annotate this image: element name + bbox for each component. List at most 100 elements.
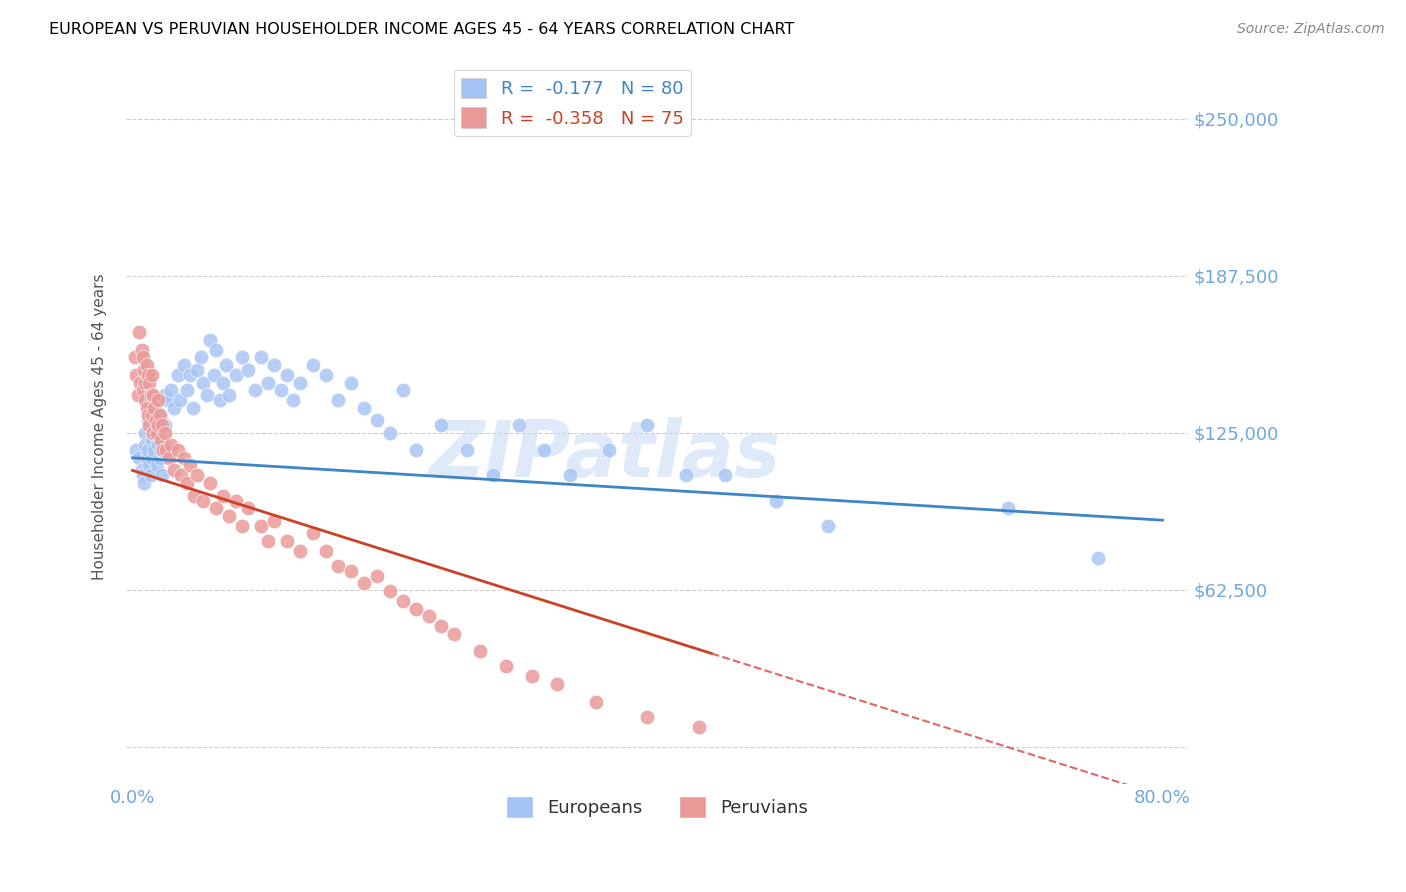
Point [353,401,375,415]
Point [231,351,253,365]
Point [139,468,162,483]
Point [231,518,253,533]
Point [443,626,465,640]
Point [141,434,163,448]
Point [256,376,278,390]
Point [315,368,337,382]
Point [138,376,160,390]
Point [482,468,505,483]
Point [148,418,170,433]
Point [288,544,311,558]
Point [997,501,1019,516]
Point [160,438,183,452]
Point [183,489,205,503]
Point [155,443,177,458]
Point [468,644,491,658]
Point [270,383,292,397]
Point [366,569,388,583]
Point [146,458,169,473]
Point [132,475,155,490]
Point [153,425,176,440]
Point [135,358,157,372]
Point [138,418,160,433]
Point [136,408,159,422]
Point [238,363,260,377]
Point [160,383,183,397]
Point [315,544,337,558]
Point [328,558,350,573]
Point [366,413,388,427]
Point [218,388,240,402]
Point [250,351,273,365]
Point [195,388,218,402]
Point [173,358,195,372]
Point [131,343,153,357]
Point [129,376,152,390]
Point [637,418,659,433]
Point [163,401,186,415]
Point [135,450,157,465]
Point [143,401,166,415]
Point [215,358,238,372]
Point [205,501,228,516]
Point [153,418,176,433]
Text: EUROPEAN VS PERUVIAN HOUSEHOLDER INCOME AGES 45 - 64 YEARS CORRELATION CHART: EUROPEAN VS PERUVIAN HOUSEHOLDER INCOME … [49,22,794,37]
Point [288,376,311,390]
Point [150,468,173,483]
Point [276,533,298,548]
Point [141,408,163,422]
Point [149,443,172,458]
Point [148,408,170,422]
Point [135,401,157,415]
Point [132,363,155,377]
Point [156,393,179,408]
Point [243,383,266,397]
Text: Source: ZipAtlas.com: Source: ZipAtlas.com [1237,22,1385,37]
Point [301,526,323,541]
Point [250,518,273,533]
Point [166,368,188,382]
Point [193,493,215,508]
Point [148,450,170,465]
Point [186,363,208,377]
Point [198,333,221,347]
Point [169,393,191,408]
Point [205,343,228,357]
Point [134,393,156,408]
Point [134,376,156,390]
Y-axis label: Householder Income Ages 45 - 64 years: Householder Income Ages 45 - 64 years [93,273,107,580]
Point [560,468,582,483]
Point [132,468,155,483]
Point [598,443,620,458]
Point [430,619,453,633]
Point [353,576,375,591]
Point [166,443,188,458]
Point [170,468,193,483]
Point [186,468,208,483]
Point [392,383,415,397]
Point [148,438,170,452]
Point [405,443,427,458]
Point [128,450,150,465]
Point [136,413,159,427]
Point [637,709,659,723]
Point [139,388,162,402]
Point [283,393,305,408]
Point [392,594,415,608]
Point [378,425,401,440]
Point [817,518,839,533]
Point [125,368,148,382]
Point [456,443,478,458]
Point [142,425,165,440]
Point [148,393,170,408]
Point [340,564,363,578]
Point [173,450,195,465]
Point [209,393,232,408]
Point [418,609,440,624]
Point [146,425,169,440]
Point [405,601,427,615]
Point [276,368,298,382]
Point [211,376,233,390]
Point [198,475,221,490]
Point [132,383,155,397]
